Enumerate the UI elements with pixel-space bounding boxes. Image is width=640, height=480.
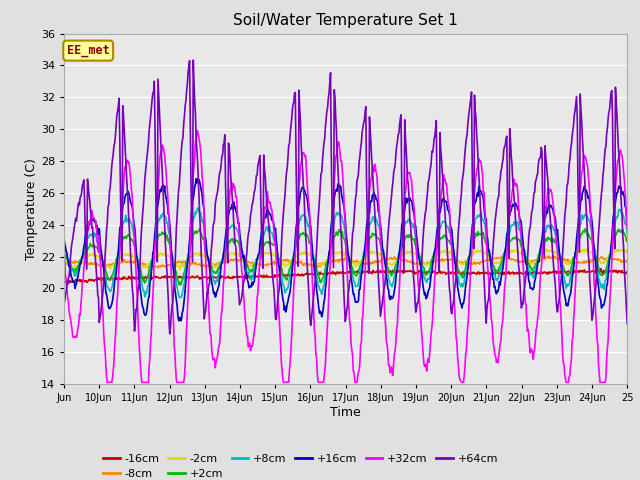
Line: -8cm: -8cm (64, 256, 627, 268)
-16cm (230, 275, 238, 280)
+64cm (405, 195, 413, 201)
+16cm (280, 307, 288, 313)
Line: +32cm: +32cm (64, 131, 627, 383)
-8cm (60, 264, 68, 269)
+16cm (405, 197, 413, 203)
-2cm (404, 250, 412, 255)
+8cm (126, 218, 134, 224)
-16cm (60, 280, 68, 286)
Line: +2cm: +2cm (64, 228, 627, 285)
-8cm (498, 253, 506, 259)
-8cm (436, 258, 444, 264)
+32cm (60, 254, 68, 260)
+16cm (623, 217, 631, 223)
+2cm (196, 225, 204, 231)
Y-axis label: Temperature (C): Temperature (C) (25, 158, 38, 260)
+32cm (193, 128, 201, 133)
X-axis label: Time: Time (330, 406, 361, 419)
+64cm (623, 321, 631, 327)
-16cm (280, 272, 287, 277)
+8cm (437, 224, 445, 230)
+2cm (231, 237, 239, 242)
-2cm (60, 256, 68, 262)
+8cm (231, 225, 239, 230)
+16cm (437, 205, 445, 211)
-2cm (582, 246, 589, 252)
+2cm (623, 239, 631, 244)
Line: -2cm: -2cm (64, 249, 627, 270)
+2cm (280, 274, 288, 280)
-8cm (126, 260, 134, 265)
+64cm (437, 146, 445, 152)
+64cm (231, 241, 239, 247)
Line: +16cm: +16cm (64, 179, 627, 321)
-16cm (127, 276, 134, 282)
+32cm (280, 380, 288, 385)
+64cm (166, 331, 173, 337)
-8cm (148, 265, 156, 271)
Legend: -16cm, -8cm, -2cm, +2cm, +8cm, +16cm, +32cm, +64cm: -16cm, -8cm, -2cm, +2cm, +8cm, +16cm, +3… (99, 449, 502, 480)
-8cm (280, 258, 287, 264)
+2cm (126, 235, 134, 240)
+32cm (437, 197, 445, 203)
-8cm (259, 261, 266, 267)
-8cm (230, 257, 238, 263)
-2cm (230, 252, 238, 258)
Line: +64cm: +64cm (64, 60, 627, 334)
-16cm (404, 268, 412, 274)
+16cm (126, 197, 134, 203)
+32cm (104, 380, 111, 385)
-2cm (280, 261, 287, 266)
Text: EE_met: EE_met (67, 44, 109, 57)
+32cm (405, 169, 413, 175)
-16cm (436, 268, 444, 274)
+32cm (231, 188, 239, 193)
+64cm (126, 240, 134, 245)
-2cm (623, 250, 631, 255)
+16cm (231, 204, 239, 210)
+2cm (177, 282, 184, 288)
-16cm (597, 266, 605, 272)
+8cm (194, 205, 202, 211)
-2cm (176, 267, 184, 273)
+2cm (60, 249, 68, 254)
+8cm (405, 217, 413, 223)
+32cm (623, 225, 631, 231)
-2cm (126, 252, 134, 258)
+32cm (127, 177, 134, 183)
+64cm (259, 265, 267, 271)
+16cm (259, 222, 267, 228)
+16cm (177, 318, 184, 324)
+8cm (60, 245, 68, 251)
+16cm (60, 235, 68, 241)
+2cm (259, 241, 267, 247)
-16cm (623, 269, 631, 275)
+2cm (437, 235, 445, 241)
-2cm (259, 252, 266, 258)
+8cm (259, 235, 267, 240)
Title: Soil/Water Temperature Set 1: Soil/Water Temperature Set 1 (233, 13, 458, 28)
Line: -16cm: -16cm (64, 269, 627, 284)
+64cm (189, 57, 197, 63)
+32cm (259, 230, 267, 236)
-16cm (65, 281, 72, 287)
+8cm (176, 295, 184, 300)
-8cm (623, 258, 631, 264)
+8cm (280, 284, 288, 290)
Line: +8cm: +8cm (64, 208, 627, 298)
-8cm (404, 259, 412, 264)
+64cm (60, 300, 68, 306)
+16cm (193, 176, 200, 181)
+64cm (280, 201, 288, 206)
-16cm (259, 275, 266, 280)
-2cm (436, 249, 444, 254)
+2cm (405, 234, 413, 240)
+8cm (623, 231, 631, 237)
